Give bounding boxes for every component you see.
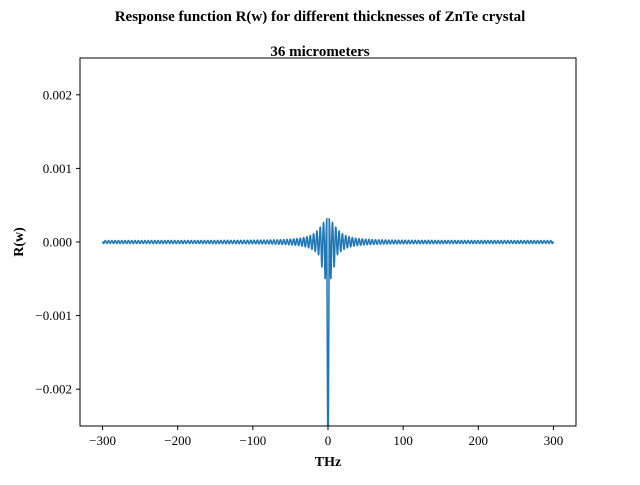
y-tick-label: −0.002 xyxy=(35,382,72,397)
chart-title: 36 micrometers xyxy=(270,44,369,60)
y-tick-label: 0.000 xyxy=(43,235,72,250)
x-tick-label: −200 xyxy=(164,433,191,448)
y-tick-label: −0.001 xyxy=(35,308,72,323)
series-group xyxy=(101,218,555,426)
y-tick-label: 0.002 xyxy=(43,87,72,102)
figure-suptitle: Response function R(w) for different thi… xyxy=(115,9,526,25)
x-tick-label: 200 xyxy=(469,433,489,448)
x-tick-label: 0 xyxy=(325,433,332,448)
series-line xyxy=(101,218,555,426)
x-tick-label: 100 xyxy=(393,433,413,448)
x-tick-label: −100 xyxy=(239,433,266,448)
x-tick-label: −300 xyxy=(89,433,116,448)
x-axis: −300 −200 −100 0 100 200 300 xyxy=(89,426,563,448)
x-axis-label: THz xyxy=(315,455,341,470)
y-tick-label: 0.001 xyxy=(43,161,72,176)
y-axis-label: R(w) xyxy=(12,227,27,257)
y-axis: −0.002 −0.001 0.000 0.001 0.002 xyxy=(35,87,80,397)
x-tick-label: 300 xyxy=(544,433,564,448)
